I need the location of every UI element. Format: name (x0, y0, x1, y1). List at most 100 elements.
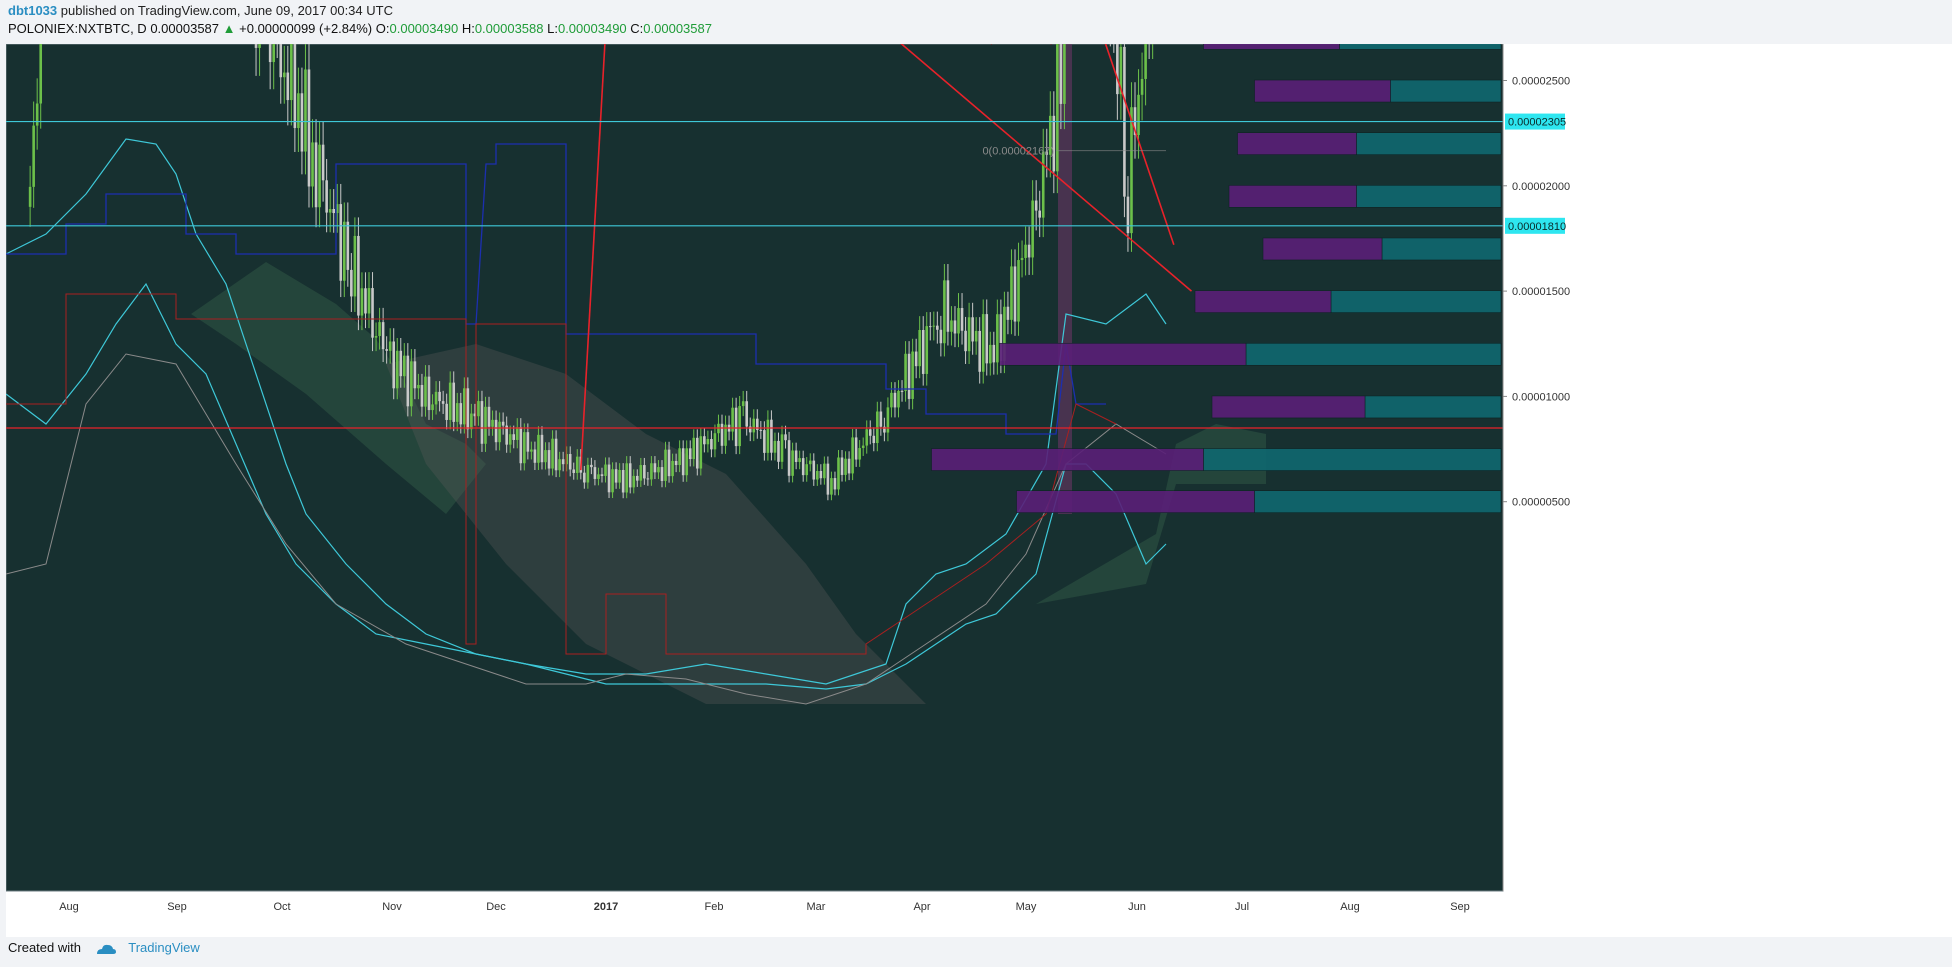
author-name[interactable]: dbt1033 (8, 3, 58, 18)
candle-body (678, 448, 681, 466)
candle-body (339, 204, 343, 281)
trend-line (580, 44, 606, 471)
fib-level-label: 0(0.00002167) (982, 146, 1054, 158)
candle-body (473, 413, 477, 417)
candle-body (311, 142, 314, 187)
candle-body (812, 460, 816, 480)
candle-body (791, 450, 794, 476)
candle-body (1006, 306, 1010, 320)
candle-body (586, 464, 590, 483)
candle-body (491, 419, 494, 427)
candle-body (918, 329, 921, 367)
publish-line: dbt1033 published on TradingView.com, Ju… (8, 3, 393, 18)
candle-body (318, 144, 321, 208)
candle-body (1119, 46, 1123, 95)
candle-body (544, 450, 547, 463)
candle-body (876, 411, 879, 444)
candle-body (480, 401, 484, 444)
candle-body (1031, 200, 1034, 258)
candle-body (801, 458, 805, 476)
candle-body (399, 350, 403, 377)
candle-body (286, 72, 290, 101)
last-price: 0.00003587 (150, 21, 220, 36)
candle-body (713, 433, 717, 450)
candle-body (773, 440, 777, 453)
candle-body (706, 438, 710, 445)
volume-profile-down (1262, 237, 1383, 261)
low-label: L: (547, 21, 558, 36)
candle-body (943, 280, 946, 344)
candle-body (530, 449, 533, 452)
candle-body (477, 401, 480, 417)
candle-body (290, 44, 293, 101)
candle-body (600, 474, 604, 476)
up-triangle-icon: ▲ (222, 21, 236, 36)
ichimoku-cloud (191, 262, 486, 514)
candle-body (960, 308, 964, 331)
volume-profile-up (1390, 79, 1502, 103)
x-tick-label: Aug (1340, 901, 1360, 913)
candle-body (1020, 257, 1024, 261)
candle-body (660, 467, 664, 481)
candle-body (643, 465, 646, 479)
candle-body (593, 467, 597, 479)
candle-body (1140, 78, 1144, 95)
x-tick-label: Mar (807, 901, 826, 913)
volume-profile-down (1016, 490, 1255, 514)
candle-body (452, 382, 456, 422)
volume-profile-down (1228, 185, 1357, 208)
candle-body (1059, 44, 1063, 104)
tradingview-link[interactable]: TradingView (128, 940, 200, 955)
candle-body (928, 326, 932, 328)
candle-body (780, 434, 784, 462)
candle-body (515, 427, 519, 440)
candle-body (1063, 44, 1066, 104)
y-tick-label: 0.00002500 (1512, 76, 1570, 88)
volume-profile-up (1203, 448, 1502, 471)
candle-body (604, 464, 607, 476)
candle-body (840, 457, 844, 475)
candle-body (865, 429, 869, 446)
candle-body (533, 449, 537, 463)
candle-body (498, 421, 501, 443)
candle-body (971, 317, 974, 342)
candle-body (826, 463, 830, 495)
candle-body (936, 325, 939, 330)
x-tick-label: May (1016, 901, 1037, 913)
candle-body (523, 432, 526, 464)
candle-body (657, 467, 660, 473)
candle-body (1027, 244, 1031, 258)
candle-body (808, 460, 812, 465)
candle-body (992, 344, 996, 363)
candle-body (413, 361, 417, 389)
candle-body (904, 353, 907, 391)
candle-body (946, 280, 950, 332)
candle-body (784, 434, 787, 441)
candle-body (844, 458, 847, 475)
y-tick-label: 0.00002000 (1512, 181, 1570, 193)
candle-body (734, 407, 738, 447)
tradingview-cloud-icon (96, 944, 116, 954)
candle-body (395, 350, 399, 389)
candle-body (823, 463, 826, 479)
close-label: C: (630, 21, 644, 36)
candle-body (537, 434, 540, 463)
candle-body (304, 69, 307, 152)
candle-body (410, 361, 413, 407)
volume-profile-down (1237, 132, 1357, 155)
candle-body (325, 180, 328, 213)
lagging-span (6, 353, 1167, 705)
candle-body (565, 454, 568, 465)
price-chart[interactable]: 1.618(0.00005833)1(0.00004433)0.786(0.00… (6, 44, 1952, 937)
candle-body (1003, 306, 1006, 361)
candle-body (847, 458, 851, 474)
candle-body (830, 478, 833, 495)
candle-body (671, 460, 674, 477)
candle-body (346, 221, 350, 270)
candle-body (583, 472, 586, 483)
candle-body (653, 463, 657, 473)
volume-profile-up (1356, 132, 1502, 155)
candle-body (794, 450, 798, 462)
candle-body (720, 423, 724, 446)
candle-body (688, 448, 692, 460)
